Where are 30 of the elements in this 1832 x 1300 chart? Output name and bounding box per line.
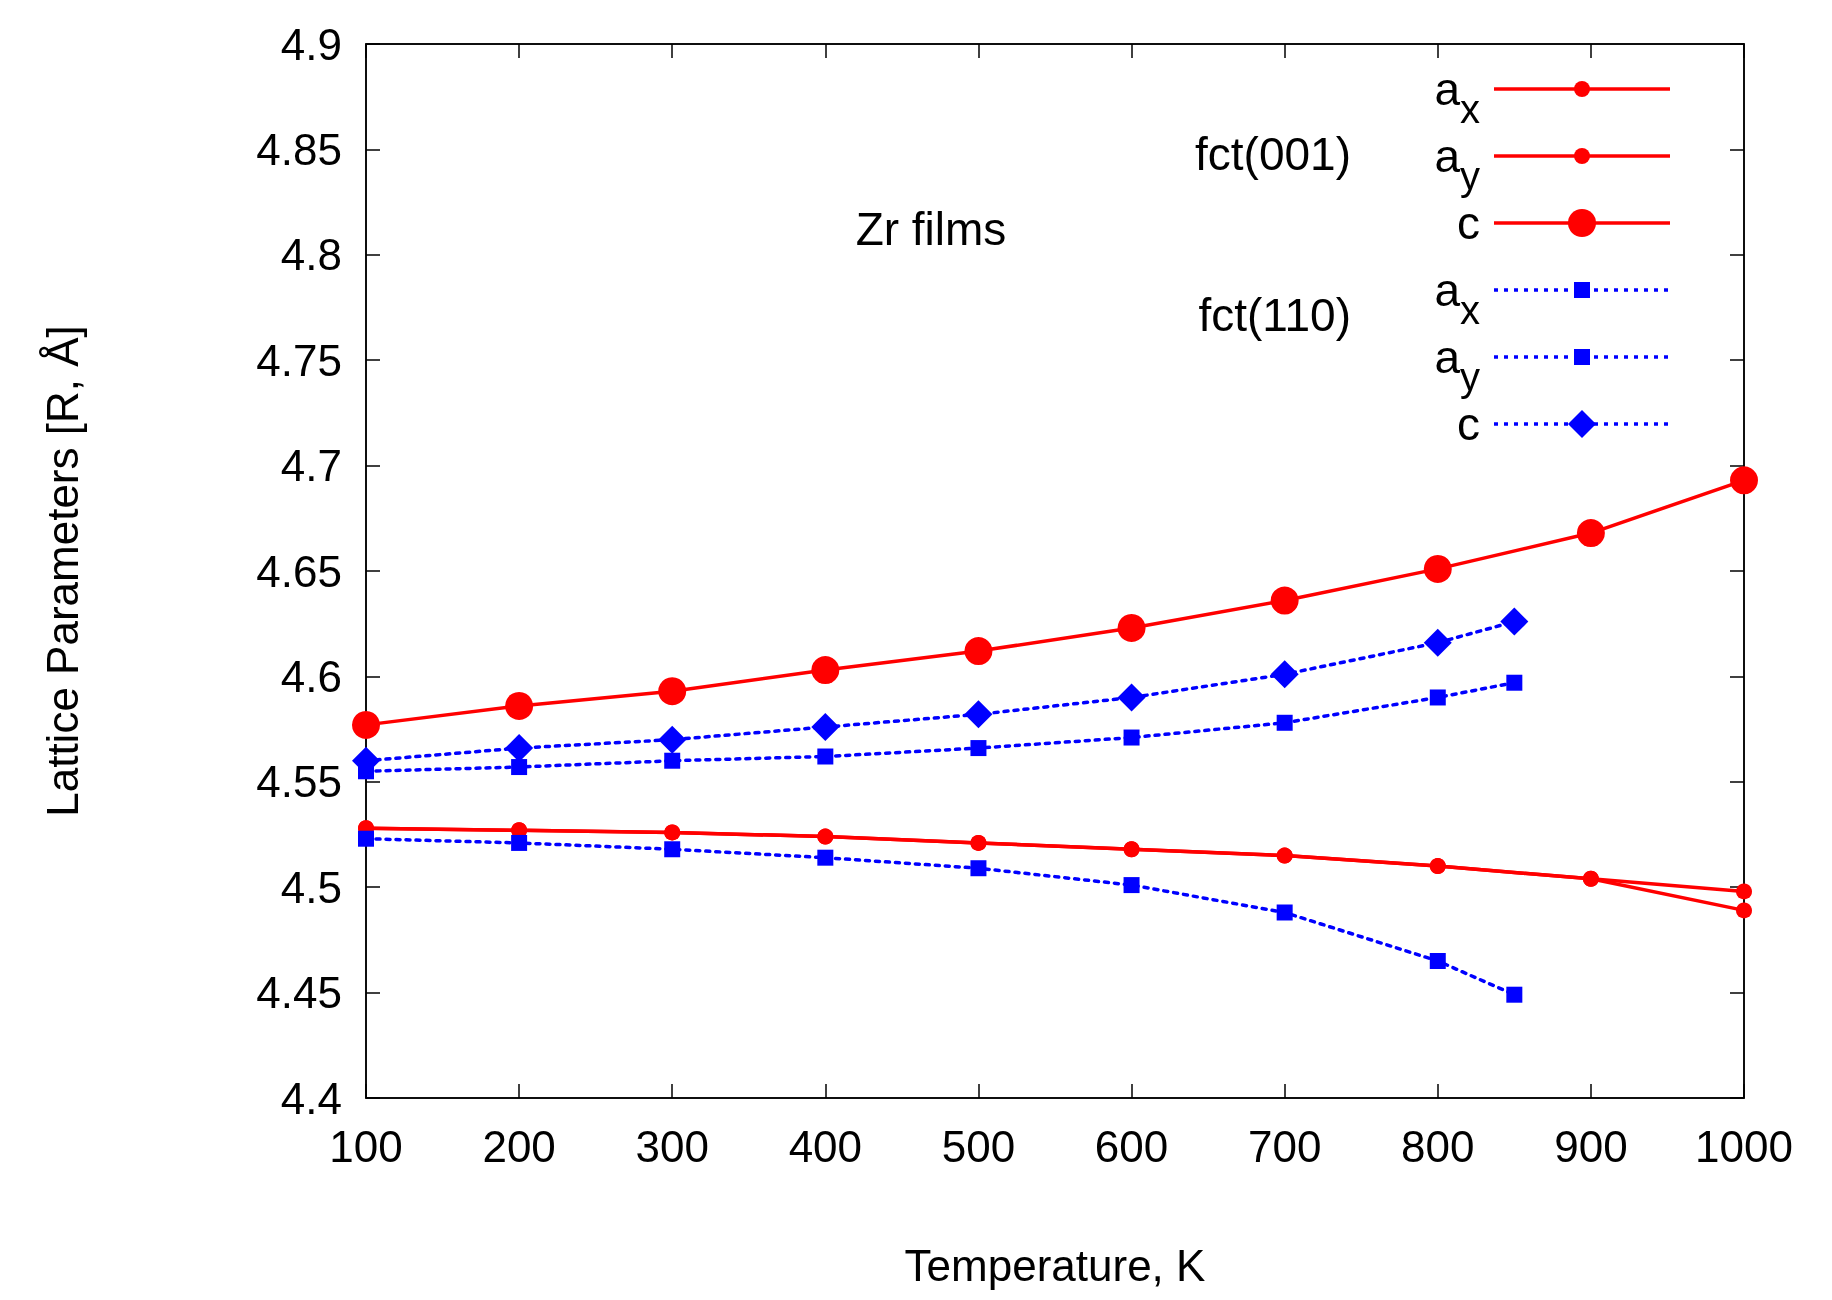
y-tick-label: 4.55	[256, 757, 342, 807]
legend-label: a$_{x}$	[1434, 263, 1480, 332]
x-tick-label: 600	[1094, 1121, 1169, 1171]
legend-label: a$_{x}$	[1434, 62, 1480, 131]
y-axis-title: Lattice Parameters [R, Å]	[37, 325, 87, 817]
annotation: fct(001)	[1195, 128, 1351, 180]
x-axis-title: Temperature, K	[904, 1240, 1206, 1290]
x-tick-label: 200	[482, 1121, 556, 1171]
y-tick-label: 4.5	[280, 862, 342, 912]
annotation: fct(110)	[1198, 289, 1351, 341]
legend-label: a$_{y}$	[1434, 330, 1480, 399]
y-tick-label: 4.65	[256, 546, 342, 596]
y-tick-label: 4.7	[280, 441, 342, 491]
legend-label: a$_{y}$	[1434, 129, 1480, 198]
y-tick-label: 4.45	[256, 968, 342, 1018]
x-tick-label: 400	[788, 1121, 863, 1171]
y-tick-label: 4.85	[256, 124, 342, 174]
x-tick-label: 900	[1554, 1121, 1628, 1171]
y-tick-label: 4.9	[280, 19, 342, 69]
x-tick-label: 800	[1401, 1121, 1475, 1171]
y-tick-label: 4.4	[280, 1073, 342, 1123]
x-tick-label: 1000	[1695, 1121, 1793, 1171]
y-tick-label: 4.6	[280, 651, 342, 701]
x-tick-label: 700	[1247, 1121, 1322, 1171]
x-tick-label: 300	[635, 1121, 709, 1171]
x-tick-label: 100	[329, 1121, 403, 1171]
y-tick-label: 4.75	[256, 335, 342, 385]
x-tick-label: 500	[941, 1121, 1016, 1171]
y-tick-label: 4.8	[280, 230, 342, 280]
annotation: Zr films	[855, 203, 1007, 255]
